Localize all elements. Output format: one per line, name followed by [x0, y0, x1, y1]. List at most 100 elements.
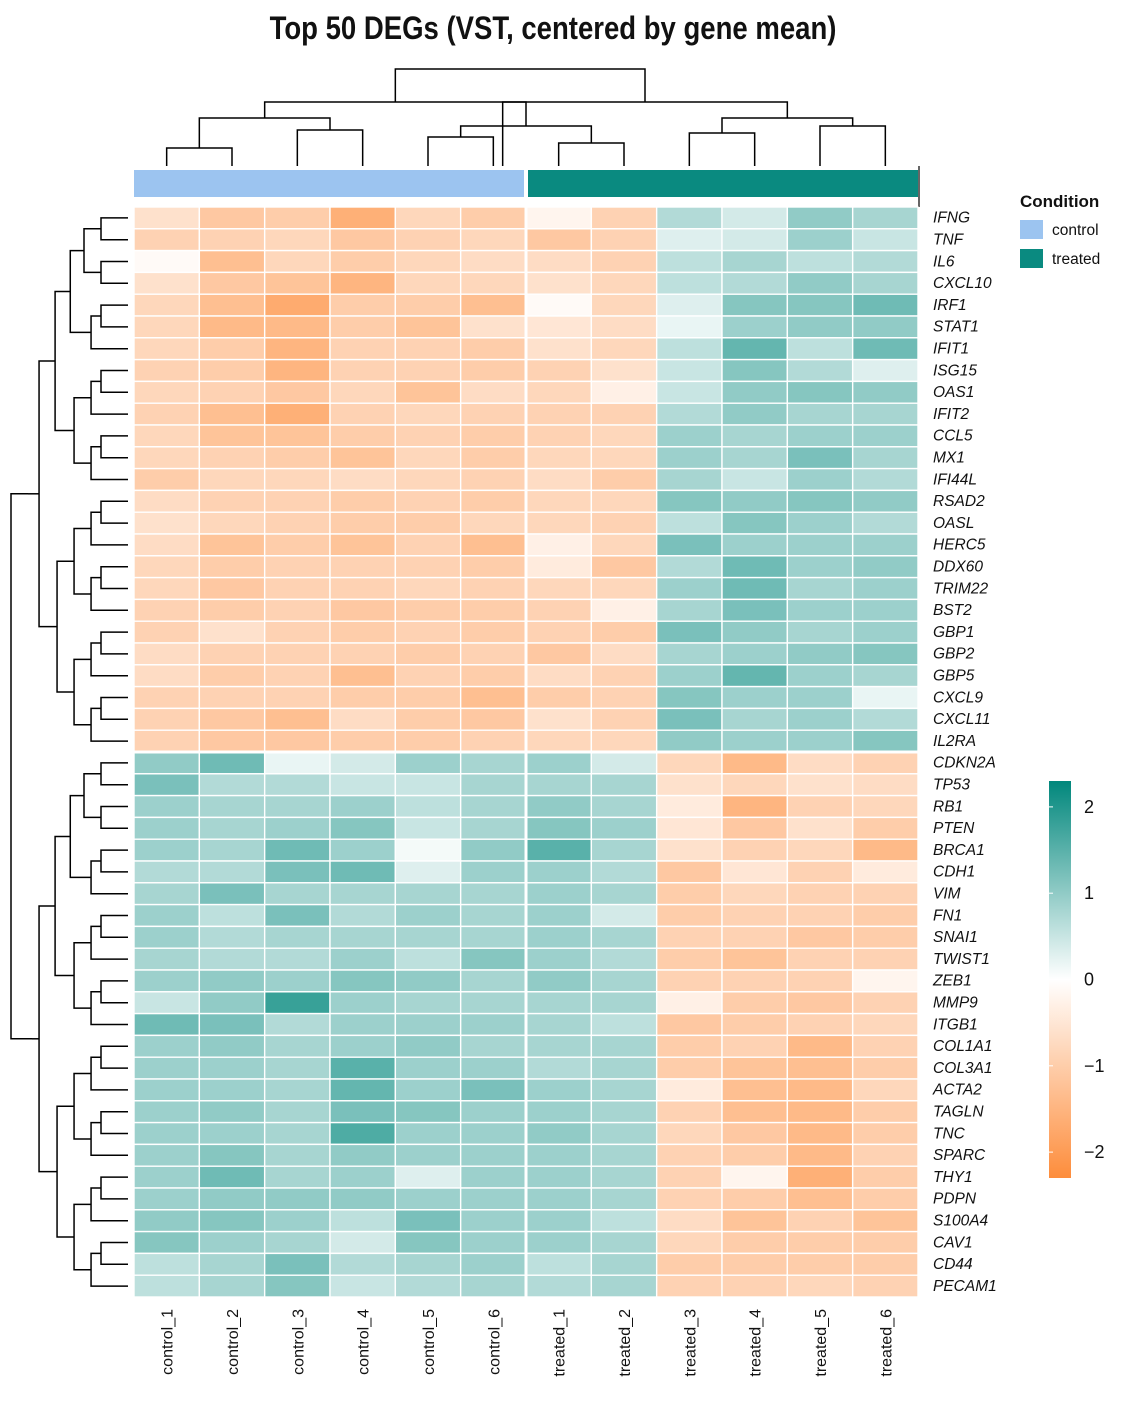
heatmap-cell [721, 1143, 789, 1167]
heatmap-cell [198, 794, 266, 819]
heatmap-cell [590, 751, 658, 775]
heatmap-cell [590, 707, 658, 731]
heatmap-cell [851, 751, 919, 775]
heatmap-cell [590, 664, 658, 688]
heatmap-cell [133, 947, 201, 971]
gene-label: IL2RA [933, 733, 976, 750]
gene-label: CCL5 [933, 428, 973, 445]
gene-label: TRIM22 [933, 580, 989, 597]
heatmap-cell [459, 685, 527, 710]
heatmap-cell [590, 991, 658, 1015]
heatmap-cell [198, 1187, 266, 1211]
heatmap-cell [786, 402, 854, 426]
heatmap-cell [525, 293, 593, 317]
heatmap-cell [786, 358, 854, 383]
heatmap-cell [263, 424, 331, 448]
sample-label: treated_4 [748, 1309, 765, 1377]
heatmap-cell [394, 1252, 462, 1276]
heatmap-cell [590, 467, 658, 492]
heatmap-cell [459, 489, 527, 513]
heatmap-cell [525, 576, 593, 601]
heatmap-cell [133, 1012, 201, 1037]
dendrogram-branch [69, 249, 92, 334]
heatmap-cell [133, 555, 201, 579]
heatmap-cell [394, 642, 462, 666]
dendrogram-branch [73, 658, 92, 726]
heatmap-cell [721, 860, 789, 884]
dendrogram-branch [90, 1252, 128, 1287]
dendrogram-branch [394, 68, 646, 102]
heatmap-cell [394, 1100, 462, 1124]
heatmap-cell [133, 598, 201, 622]
heatmap-cell [721, 1078, 789, 1102]
heatmap-cell [394, 271, 462, 295]
heatmap-cell [329, 707, 397, 731]
heatmap-cell [198, 1209, 266, 1233]
heatmap-cell [198, 380, 266, 404]
heatmap-cell [525, 947, 593, 971]
gene-label: TP53 [933, 776, 970, 793]
dendrogram-branch [100, 980, 128, 1004]
heatmap-cell [459, 1165, 527, 1189]
heatmap-cell [655, 882, 723, 906]
heatmap-cell [394, 511, 462, 535]
heatmap-cell [851, 446, 919, 470]
heatmap-cell [133, 380, 201, 404]
heatmap-cell [263, 925, 331, 949]
gene-label: PTEN [933, 820, 975, 837]
heatmap-cell [786, 467, 854, 492]
heatmap-cell [459, 1100, 527, 1124]
row-dendrogram [10, 217, 128, 1287]
heatmap-cell [525, 1034, 593, 1058]
dendrogram-branch [90, 446, 128, 481]
sample-label: treated_1 [552, 1309, 569, 1377]
heatmap-cell [525, 642, 593, 666]
condition-legend: Condition control treated [1020, 192, 1100, 268]
heatmap-cell [851, 271, 919, 295]
heatmap-cell [655, 1165, 723, 1189]
heatmap-cell [590, 1209, 658, 1233]
heatmap-cell [329, 467, 397, 492]
gene-label: OAS1 [933, 384, 974, 401]
heatmap-cell [263, 882, 331, 906]
heatmap-cell [329, 773, 397, 797]
heatmap-cell [525, 380, 593, 404]
heatmap-cell [851, 925, 919, 949]
dendrogram-branch [73, 527, 92, 595]
heatmap-cell [394, 947, 462, 971]
heatmap-cell [525, 446, 593, 470]
heatmap-cell [133, 991, 201, 1015]
gene-label: IFI44L [933, 471, 977, 488]
gene-label: S100A4 [933, 1212, 989, 1229]
heatmap-cell [721, 620, 789, 644]
heatmap-cell [721, 358, 789, 383]
heatmap-cell [198, 402, 266, 426]
gene-label: CDH1 [933, 864, 975, 881]
heatmap-cell [590, 206, 658, 230]
heatmap-cell [851, 816, 919, 840]
heatmap-cell [329, 882, 397, 906]
heatmap-cell [655, 555, 723, 579]
heatmap-cell [721, 467, 789, 492]
heatmap-cell [590, 380, 658, 404]
dendrogram-branch [90, 576, 128, 612]
heatmap-cell [394, 1056, 462, 1080]
heatmap-cell [329, 620, 397, 644]
heatmap-cell [263, 598, 331, 622]
heatmap-cell [786, 1143, 854, 1167]
legend-label-treated: treated [1052, 251, 1100, 268]
heatmap-cell [655, 1034, 723, 1058]
dendrogram-branch [54, 290, 75, 432]
heatmap-cell [394, 1209, 462, 1233]
heatmap-cell [525, 206, 593, 230]
heatmap-cell [786, 489, 854, 513]
heatmap-cell [459, 751, 527, 775]
heatmap-cell [263, 1252, 331, 1276]
heatmap-cell [329, 903, 397, 928]
gene-label: VIM [933, 885, 961, 902]
heatmap-cell [133, 1121, 201, 1146]
heatmap-cell [263, 773, 331, 797]
heatmap-cell [263, 664, 331, 688]
heatmap-cell [198, 1012, 266, 1037]
heatmap-cell [786, 1056, 854, 1080]
